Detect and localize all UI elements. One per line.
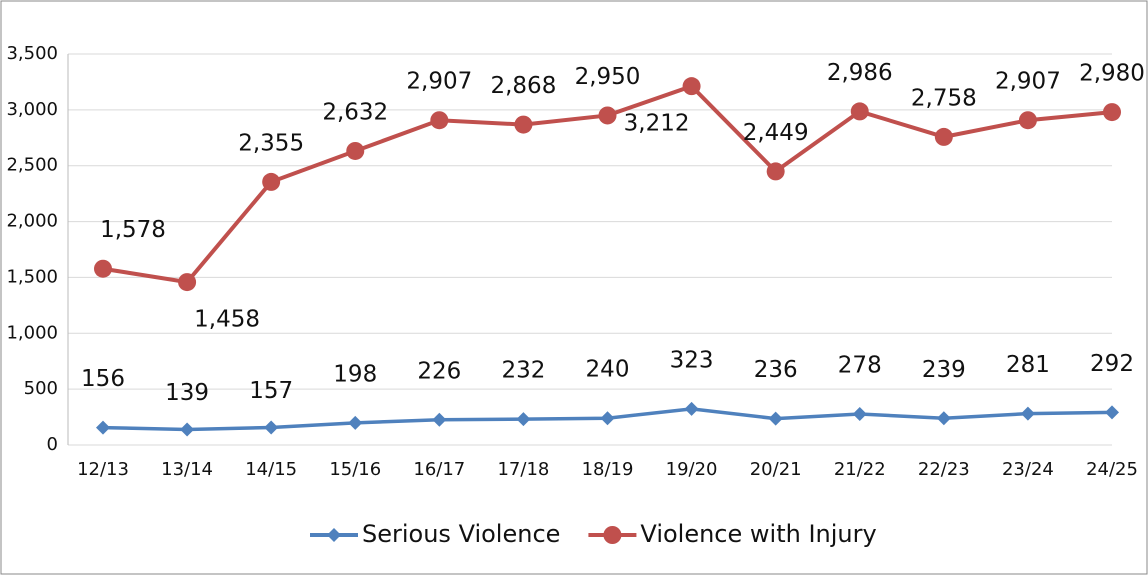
point <box>600 411 615 426</box>
point <box>346 141 365 160</box>
x-tick-label: 19/20 <box>666 459 718 480</box>
x-tick-label: 16/17 <box>413 459 465 480</box>
value-label: 3,212 <box>624 111 690 137</box>
legend-marker <box>327 528 341 542</box>
point <box>96 420 110 435</box>
x-tick-label: 14/15 <box>245 459 297 480</box>
point <box>936 411 951 426</box>
value-label: 236 <box>754 357 798 383</box>
point <box>1105 405 1119 420</box>
value-label: 239 <box>922 357 966 383</box>
value-label: 156 <box>81 366 125 392</box>
value-label: 232 <box>501 358 545 384</box>
legend-label: Serious Violence <box>362 520 560 548</box>
value-label: 139 <box>165 380 209 406</box>
legend-label: Violence with Injury <box>640 520 876 548</box>
point <box>1103 103 1121 122</box>
point <box>348 415 363 430</box>
point <box>94 259 112 278</box>
x-tick-label: 20/21 <box>750 459 802 480</box>
point <box>430 111 449 130</box>
point <box>684 401 699 416</box>
point <box>766 162 785 181</box>
point <box>1020 406 1035 421</box>
value-label: 2,449 <box>743 120 809 146</box>
point <box>180 422 195 437</box>
x-tick-label: 12/13 <box>77 459 129 480</box>
point <box>934 127 953 146</box>
x-tick-label: 13/14 <box>161 459 213 480</box>
point <box>1018 111 1037 130</box>
y-tick-label: 3,500 <box>6 43 58 64</box>
value-label: 226 <box>417 358 461 384</box>
value-label: 2,907 <box>406 69 472 95</box>
point <box>850 102 869 121</box>
x-tick-label: 21/22 <box>834 459 886 480</box>
point <box>768 411 783 426</box>
value-label: 2,986 <box>827 60 893 86</box>
y-tick-label: 1,000 <box>6 322 58 343</box>
x-tick-label: 23/24 <box>1002 459 1054 480</box>
value-label: 2,907 <box>995 69 1061 95</box>
x-tick-label: 18/19 <box>582 459 634 480</box>
point <box>852 406 867 421</box>
point <box>514 115 533 134</box>
value-label: 2,632 <box>322 99 388 125</box>
value-label: 281 <box>1006 352 1050 378</box>
point <box>264 420 279 435</box>
point <box>598 106 617 125</box>
value-label: 157 <box>249 378 293 404</box>
value-label: 323 <box>670 347 714 373</box>
x-tick-label: 15/16 <box>329 459 381 480</box>
point <box>682 77 701 96</box>
x-tick-label: 22/23 <box>918 459 970 480</box>
point <box>432 412 447 427</box>
value-label: 2,758 <box>911 85 977 111</box>
value-label: 2,868 <box>490 73 556 99</box>
point <box>516 412 531 427</box>
y-tick-label: 2,500 <box>6 155 58 176</box>
y-tick-label: 2,000 <box>6 211 58 232</box>
value-label: 292 <box>1090 351 1134 377</box>
x-tick-label: 24/25 <box>1086 459 1138 480</box>
y-tick-label: 3,000 <box>6 99 58 120</box>
value-label: 278 <box>838 352 882 378</box>
value-label: 2,980 <box>1079 61 1145 87</box>
point <box>262 172 281 191</box>
value-label: 198 <box>333 361 377 387</box>
value-label: 1,458 <box>194 307 260 333</box>
x-tick-label: 17/18 <box>497 459 549 480</box>
value-label: 240 <box>586 357 630 383</box>
y-tick-label: 0 <box>47 434 58 455</box>
point <box>178 273 197 292</box>
value-label: 2,950 <box>575 64 641 90</box>
value-label: 1,578 <box>100 217 166 243</box>
y-tick-label: 500 <box>24 378 58 399</box>
value-label: 2,355 <box>238 130 304 156</box>
y-tick-label: 1,500 <box>6 266 58 287</box>
legend-marker <box>603 526 622 544</box>
